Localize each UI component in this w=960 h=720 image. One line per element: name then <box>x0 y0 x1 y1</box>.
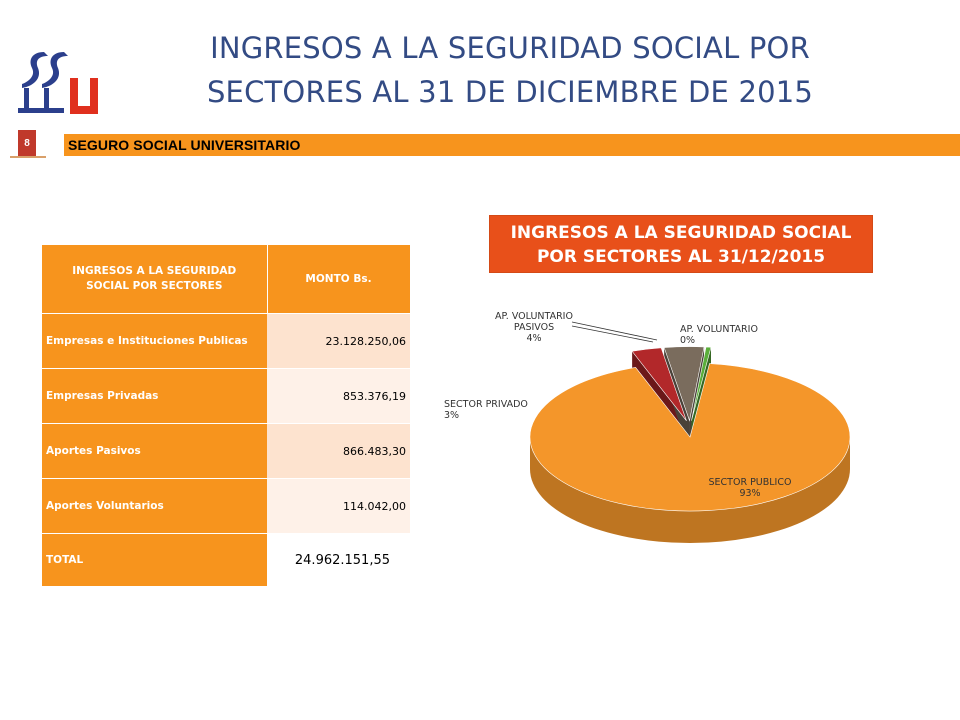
slide-number-underline <box>10 156 46 158</box>
ssu-logo <box>18 52 98 114</box>
table-cell-label: Empresas Privadas <box>42 368 267 424</box>
pie-leader-line-3 <box>571 325 654 343</box>
pie-label-2-1: PASIVOS <box>514 322 554 333</box>
pie-slice-2 <box>663 346 705 422</box>
page-title: INGRESOS A LA SEGURIDAD SOCIAL POR SECTO… <box>150 26 870 114</box>
table-cell-value: 853.376,19 <box>267 368 410 424</box>
pie-slice-side-0 <box>530 437 850 543</box>
table-row: Empresas Privadas 853.376,19 <box>42 368 410 424</box>
table-total-value: 24.962.151,55 <box>267 533 410 586</box>
page-title-line1: INGRESOS A LA SEGURIDAD SOCIAL POR <box>210 31 810 65</box>
pie-label-1-0: SECTOR PRIVADO <box>444 399 528 410</box>
pie-label-0-1: 93% <box>739 488 760 499</box>
table-cell-value: 866.483,30 <box>267 423 410 479</box>
table-cell-label: Aportes Voluntarios <box>42 478 267 534</box>
slide-number: 8 <box>18 130 36 158</box>
pie-label-0-0: SECTOR PUBLICO <box>709 477 792 488</box>
table-cell-value: 114.042,00 <box>267 478 410 534</box>
table-row: Empresas e Instituciones Publicas 23.128… <box>42 313 410 369</box>
table-cell-label: Aportes Pasivos <box>42 423 267 479</box>
pie-slice-3 <box>691 346 712 421</box>
chart-title-line1: INGRESOS A LA SEGURIDAD SOCIAL <box>510 223 852 243</box>
table-total-row: TOTAL 24.962.151,55 <box>42 533 410 586</box>
table-header-sector: INGRESOS A LA SEGURIDAD SOCIAL POR SECTO… <box>42 245 268 314</box>
pie-slice-1 <box>631 347 687 422</box>
pie-leader-line-2 <box>571 321 658 341</box>
org-banner: SEGURO SOCIAL UNIVERSITARIO <box>64 134 960 156</box>
table-row: Aportes Voluntarios 114.042,00 <box>42 478 410 534</box>
chart-title: INGRESOS A LA SEGURIDAD SOCIAL POR SECTO… <box>489 215 873 273</box>
pie-label-2-2: 4% <box>526 333 541 344</box>
table-cell-label: Empresas e Instituciones Publicas <box>42 313 267 369</box>
pie-label-3-0: AP. VOLUNTARIO <box>680 324 758 335</box>
table-cell-value: 23.128.250,06 <box>267 313 410 369</box>
pie-label-2-0: AP. VOLUNTARIO <box>495 311 573 322</box>
page-title-line2: SECTORES AL 31 DE DICIEMBRE DE 2015 <box>206 75 814 109</box>
table-header-row: INGRESOS A LA SEGURIDAD SOCIAL POR SECTO… <box>42 245 411 314</box>
pie-slice-0 <box>529 363 851 512</box>
pie-label-3-1: 0% <box>680 335 695 346</box>
table-total-label: TOTAL <box>42 533 267 586</box>
table-row: Aportes Pasivos 866.483,30 <box>42 423 410 479</box>
org-banner-text: SEGURO SOCIAL UNIVERSITARIO <box>68 137 301 153</box>
pie-label-1-1: 3% <box>444 410 459 421</box>
chart-title-line2: POR SECTORES AL 31/12/2015 <box>536 247 826 267</box>
table-header-amount: MONTO Bs. <box>267 245 411 314</box>
income-table: INGRESOS A LA SEGURIDAD SOCIAL POR SECTO… <box>42 245 411 586</box>
